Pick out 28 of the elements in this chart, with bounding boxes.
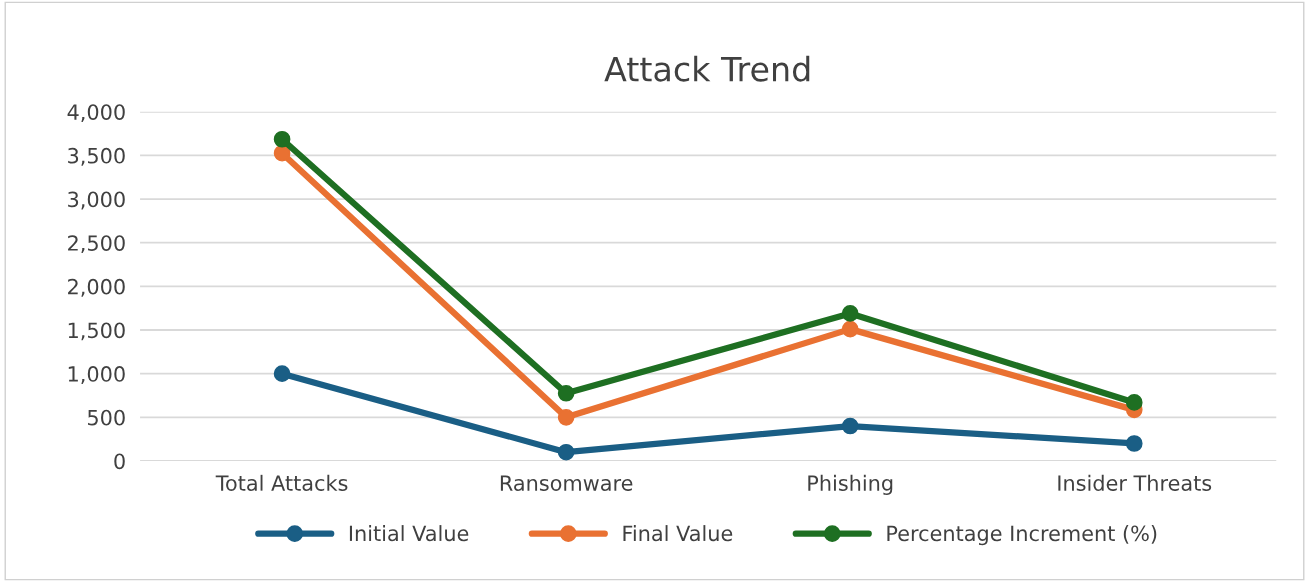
chart-title: Attack Trend bbox=[604, 55, 810, 82]
point bbox=[273, 130, 291, 148]
legend-label: Initial Value bbox=[349, 525, 469, 542]
y-tick-label: 0 bbox=[114, 453, 125, 470]
point bbox=[841, 417, 859, 435]
point bbox=[273, 144, 291, 162]
point bbox=[1125, 394, 1143, 411]
point bbox=[841, 305, 859, 322]
x-tick-label: Ransomware bbox=[500, 475, 633, 491]
y-tick-label: 1,500 bbox=[68, 322, 125, 341]
y-tick-label: 3,500 bbox=[68, 147, 125, 166]
point bbox=[557, 408, 575, 426]
y-tick-label: 2,500 bbox=[68, 235, 125, 254]
point bbox=[557, 443, 575, 461]
point bbox=[1125, 435, 1143, 452]
y-tick-label: 500 bbox=[88, 409, 125, 426]
x-tick-label: Phishing bbox=[808, 474, 893, 495]
x-tick-label: Total Attacks bbox=[215, 474, 348, 491]
y-tick-label: 1,000 bbox=[68, 366, 125, 384]
legend-label: Final Value bbox=[623, 525, 733, 542]
point bbox=[273, 365, 291, 382]
y-tick-label: 4,000 bbox=[67, 104, 125, 123]
legend-label: Percentage Increment (%) bbox=[887, 525, 1157, 546]
point bbox=[841, 320, 859, 338]
y-tick-label: 2,000 bbox=[68, 278, 125, 297]
point bbox=[557, 384, 575, 402]
y-tick-label: 3,000 bbox=[68, 191, 125, 210]
x-tick-label: Insider Threats bbox=[1058, 474, 1212, 491]
